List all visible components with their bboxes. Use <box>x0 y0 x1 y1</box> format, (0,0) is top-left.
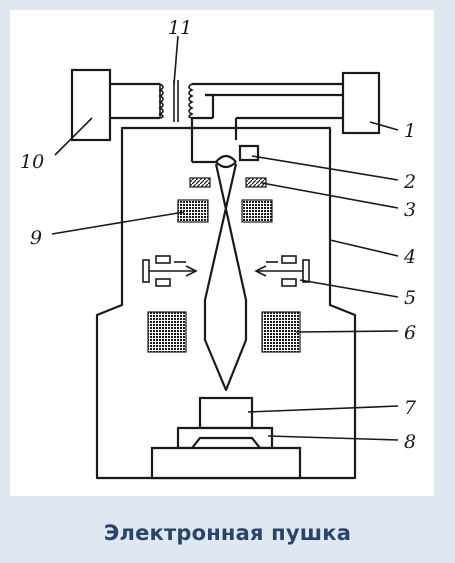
label-6: 6 <box>404 322 416 344</box>
label-7: 7 <box>404 397 417 419</box>
power-supply-right <box>341 71 381 135</box>
focus-electrode-right <box>245 177 267 188</box>
leader-lines <box>51 35 399 441</box>
label-8: 8 <box>404 431 416 453</box>
anode-right <box>241 199 273 223</box>
housing <box>95 126 357 480</box>
label-3: 3 <box>404 199 416 221</box>
power-supply-left <box>70 68 112 142</box>
lens-coil-left <box>147 311 187 353</box>
workpiece <box>198 396 254 430</box>
workpiece-holder <box>176 426 274 450</box>
label-2: 2 <box>403 171 416 193</box>
transformer-coil <box>158 80 194 122</box>
cathode <box>192 144 260 169</box>
alignment-right <box>254 255 310 287</box>
label-10: 10 <box>20 151 44 173</box>
focus-electrode-left <box>189 177 211 188</box>
label-1: 1 <box>404 120 416 142</box>
anode-left <box>177 199 209 223</box>
electron-beam <box>203 163 248 392</box>
label-4: 4 <box>403 246 416 268</box>
work-table <box>150 446 302 480</box>
label-5: 5 <box>404 287 416 309</box>
lens-coil-right <box>261 311 301 353</box>
label-9: 9 <box>30 227 42 249</box>
caption: Электронная пушка <box>103 521 352 545</box>
label-11: 11 <box>168 17 192 39</box>
alignment-left <box>142 255 198 287</box>
supply-wires <box>110 82 343 162</box>
